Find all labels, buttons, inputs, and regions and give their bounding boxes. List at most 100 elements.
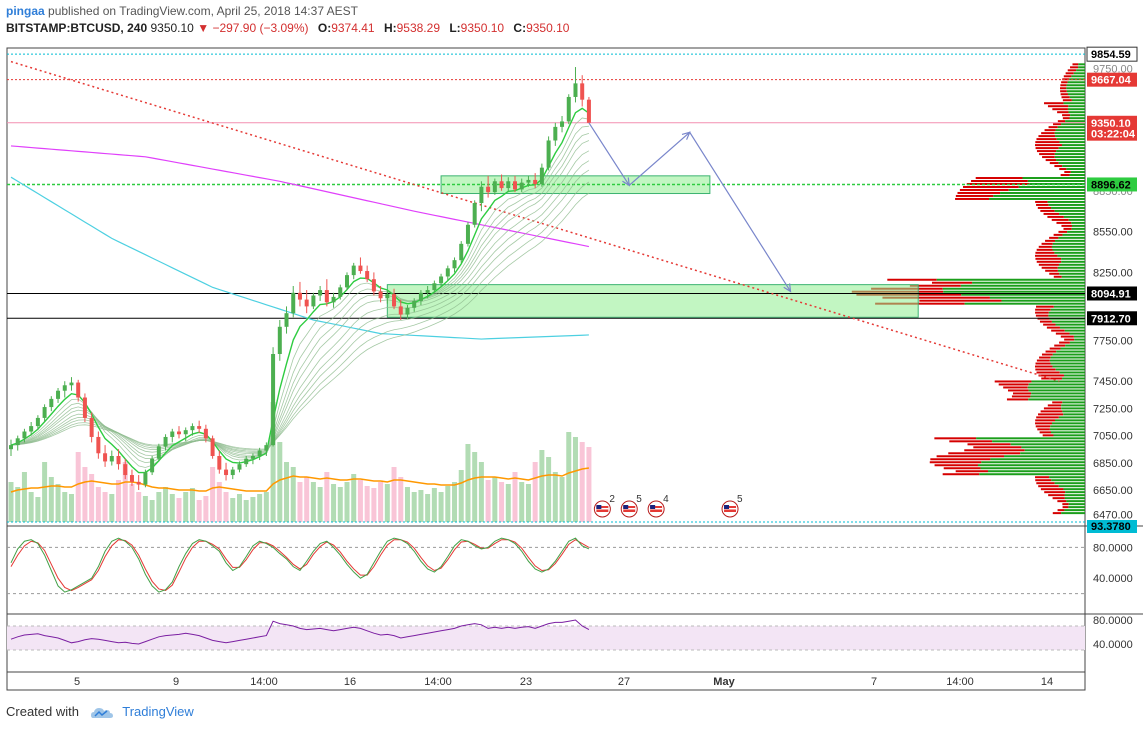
- volume-profile-bar-up: [1051, 206, 1085, 209]
- volume-bar: [425, 494, 431, 522]
- volume-bar: [48, 477, 54, 522]
- volume-bar: [546, 457, 552, 522]
- volume-profile-bar-up: [1062, 410, 1085, 413]
- symbol-name: BITSTAMP:BTCUSD, 240: [6, 21, 148, 35]
- volume-profile-bar-up: [1010, 443, 1085, 446]
- candle: [183, 430, 188, 435]
- volume-profile-bar-down: [1035, 362, 1051, 365]
- volume-profile-bar-up: [1052, 242, 1085, 245]
- volume-profile-bar-up: [1071, 75, 1085, 78]
- volume-bar: [525, 484, 531, 522]
- candle: [82, 397, 87, 418]
- high-value: 9538.29: [396, 21, 440, 35]
- volume-profile-bar-down: [1061, 224, 1072, 227]
- symbol-line: BITSTAMP:BTCUSD, 240 9350.10 ▼ −297.90 (…: [6, 21, 569, 35]
- volume-bar: [337, 487, 343, 522]
- volume-profile-bar-up: [1056, 350, 1085, 353]
- volume-bar: [55, 484, 61, 522]
- volume-bar: [472, 452, 478, 522]
- volume-profile-bar-down: [1013, 392, 1032, 395]
- candle: [412, 300, 417, 308]
- volume-profile-bar-up: [1069, 96, 1085, 99]
- x-tick-label: 7: [871, 676, 877, 688]
- volume-profile-bar-up: [1068, 111, 1085, 114]
- projection-arrowhead: [622, 177, 630, 187]
- volume-profile-bar-down: [1065, 72, 1074, 75]
- volume-profile-bar-up: [1031, 392, 1085, 395]
- us-flag-icon: [620, 500, 638, 518]
- candle: [297, 292, 302, 300]
- volume-profile-bar-up: [1028, 389, 1085, 392]
- volume-profile-bar-down: [1049, 236, 1059, 239]
- volume-profile-bar-up: [1020, 452, 1085, 455]
- candle: [42, 407, 47, 418]
- volume-profile-bar-down: [1039, 153, 1055, 156]
- volume-bar: [478, 462, 484, 522]
- publisher-name[interactable]: pingaa: [6, 4, 45, 18]
- volume-profile-bar-up: [1063, 488, 1085, 491]
- volume-profile-bar-down: [1036, 305, 1054, 308]
- candle: [553, 126, 558, 141]
- x-tick-label: 14:00: [250, 676, 278, 688]
- tradingview-link[interactable]: TradingView: [122, 704, 194, 719]
- volume-profile-bar-down: [1035, 365, 1053, 368]
- volume-bar: [438, 492, 444, 522]
- volume-bar: [136, 492, 142, 522]
- volume-bar: [357, 480, 363, 522]
- x-tick-label: 9: [173, 676, 179, 688]
- candle: [439, 276, 444, 284]
- volume-profile-bar-down: [998, 383, 1029, 386]
- volume-profile-bar-down: [1062, 78, 1070, 81]
- candle: [143, 472, 148, 485]
- candle: [89, 417, 94, 437]
- volume-bar: [539, 450, 545, 522]
- candle: [539, 167, 544, 184]
- volume-profile-bar-up: [1067, 108, 1085, 111]
- volume-profile-bar-down: [1040, 410, 1063, 413]
- volume-profile-bar-up: [1056, 159, 1085, 162]
- volume-profile-bar-down: [1051, 218, 1069, 221]
- volume-profile-bar-down: [1035, 476, 1050, 479]
- volume-bar: [284, 462, 290, 522]
- volume-profile-bar-down: [1035, 257, 1062, 260]
- volume-profile-bar-up: [1058, 236, 1085, 239]
- price-chart[interactable]: 2 5 4 5 7750.00 7450.00 7250.00 7050.00 6850.00 6…: [0, 40, 1143, 704]
- volume-profile-bar-down: [1044, 102, 1064, 105]
- sma-cyan-line: [10, 176, 589, 340]
- volume-bar: [102, 492, 108, 522]
- candle: [586, 99, 591, 123]
- volume-profile-bar-up: [1069, 341, 1085, 344]
- volume-profile-bar-down: [1035, 308, 1051, 311]
- volume-bar: [129, 484, 135, 522]
- volume-profile-bar-down: [1046, 326, 1060, 329]
- price-marker-label: 7912.70: [1091, 313, 1131, 325]
- volume-profile-bar-down: [1042, 434, 1054, 437]
- volume-profile-bar-down: [1036, 359, 1050, 362]
- candle: [425, 290, 430, 293]
- price-marker-box: [1087, 72, 1137, 87]
- volume-profile-bar-up: [1067, 230, 1085, 233]
- stoch-tick-label: 80.0000: [1093, 542, 1133, 554]
- volume-profile-bar-up: [1058, 263, 1085, 266]
- volume-profile-bar-up: [1050, 356, 1085, 359]
- volume-profile-bar-down: [964, 449, 1025, 452]
- volume-profile-bar-down: [1041, 353, 1053, 356]
- candle: [69, 382, 74, 386]
- volume-profile-bar-up: [1050, 362, 1085, 365]
- projection-path: [588, 122, 792, 292]
- volume-profile-bar-down: [1038, 413, 1064, 416]
- volume-bar: [566, 432, 572, 522]
- volume-profile-bar-down: [1061, 96, 1070, 99]
- volume-profile-bar-up: [1071, 221, 1085, 224]
- volume-profile-bar-down: [1038, 245, 1052, 248]
- volume-profile-bar-up: [1028, 383, 1085, 386]
- volume-profile-bar-up: [1069, 332, 1085, 335]
- stoch-value-label: 93.3780: [1091, 521, 1131, 533]
- volume-profile-bar-up: [1057, 254, 1085, 257]
- volume-bar: [378, 482, 384, 522]
- volume-profile-bar-down: [1045, 159, 1057, 162]
- volume-bar: [512, 472, 518, 522]
- volume-profile-bar-down: [1059, 341, 1070, 344]
- close-label: C:: [513, 21, 527, 35]
- volume-bar: [203, 496, 209, 522]
